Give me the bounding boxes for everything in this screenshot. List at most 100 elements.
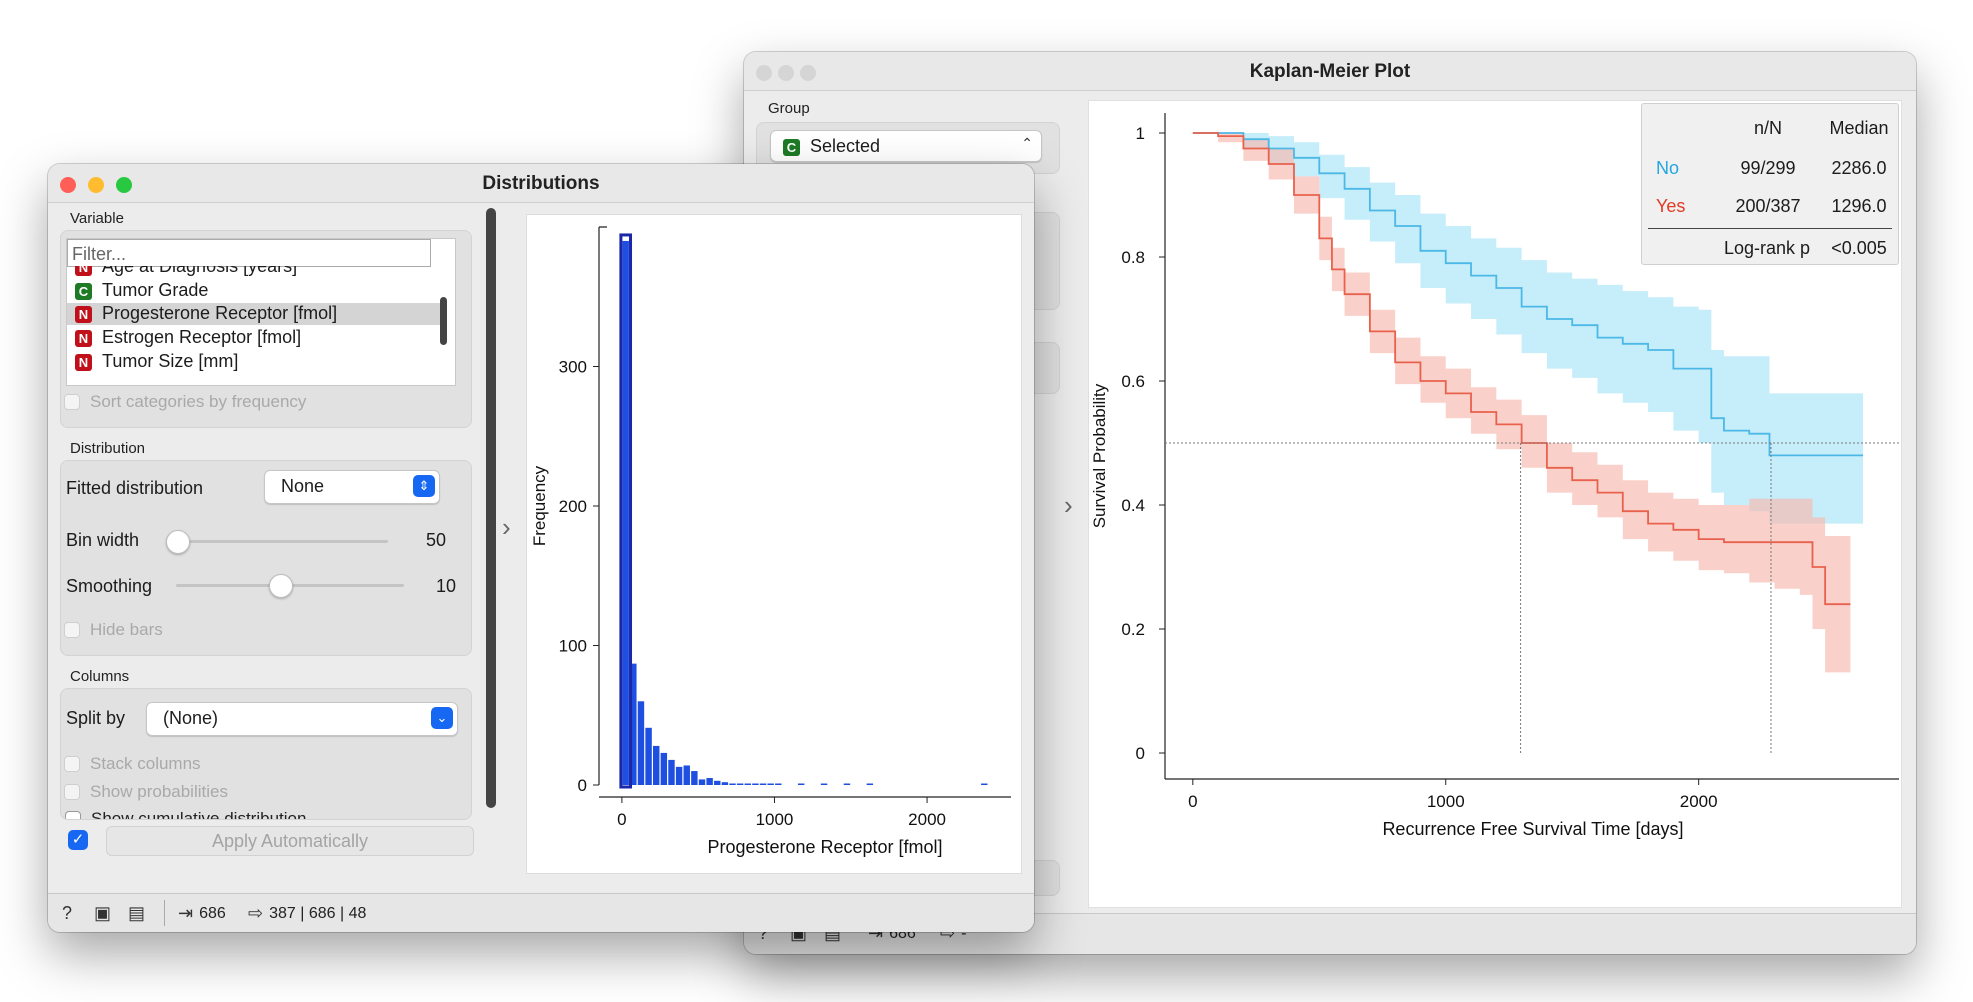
distributions-window: Distributions Variable Filter... N Age at… [48,164,1034,932]
list-item[interactable]: N Tumor Size [mm] [67,351,455,373]
histogram-bar [729,783,736,785]
apply-auto-checkbox[interactable]: ✓ [68,830,88,850]
legend-header-median: Median [1829,118,1889,138]
x-tick-label: 2000 [908,810,946,829]
list-item[interactable]: N Age at Diagnosis [years] [67,266,455,278]
list-item-selected[interactable]: N Progesterone Receptor [fmol] [67,303,445,325]
minimize-button[interactable] [778,65,794,81]
fitted-distribution-label: Fitted distribution [66,478,204,498]
show-probabilities-checkbox[interactable]: Show probabilities [64,782,228,802]
histogram-bar [706,778,713,785]
smoothing-slider[interactable] [176,574,404,598]
statusbar-divider [164,900,165,926]
legend-group-no: No [1656,158,1680,178]
sort-categories-checkbox[interactable]: Sort categories by frequency [64,392,306,412]
slider-thumb[interactable] [268,574,293,598]
numeric-icon: N [75,353,92,371]
confidence-band-yes [1192,133,1851,679]
legend-group-yes: Yes [1656,196,1686,216]
survival-curve-no [1192,132,1864,457]
categorical-icon: C [75,282,92,300]
input-summary[interactable]: ⇥ 686 [178,903,226,924]
help-icon[interactable]: ? [758,923,769,943]
x-axis-title: Recurrence Free Survival Time [days] [1382,819,1683,839]
histogram-bar [691,771,698,785]
km-chart: 0 0.2 0.4 0.6 0.8 1 0 1000 2000 Recurrence Free S… [1090,113,1899,839]
filter-input[interactable]: Filter... [67,239,431,267]
categorical-icon: C [783,138,800,156]
selected-bin-outline [619,233,633,789]
dist-titlebar[interactable]: Distributions [48,164,1034,203]
minimize-button[interactable] [88,177,104,193]
histogram-bar [653,745,660,785]
histogram-bar [660,752,668,785]
y-tick-label: 0 [1136,744,1145,763]
distribution-section-label: Distribution [70,440,146,457]
survival-curve-yes [1192,132,1851,606]
histogram-bar [683,765,690,785]
y-tick-label: 0.8 [1121,248,1145,267]
histogram-bar [866,783,874,785]
legend-median-no: 2286.0 [1831,158,1887,178]
splitter-handle[interactable] [486,208,496,808]
group-combo[interactable]: C Selected ⌃ [770,130,1042,162]
histogram-bar [767,783,774,785]
dist-statusbar: ? ▣ ▤ ⇥ 686 ⇨ 387 | 686 | 48 [48,893,1034,932]
output-arrow-icon: ⇨ [248,903,264,923]
slider-track [166,540,388,543]
save-icon[interactable]: ▣ [94,903,112,923]
close-button[interactable] [60,177,76,193]
histogram-bar [759,783,767,785]
bin-width-label: Bin width [66,530,140,550]
report-icon[interactable]: ▤ [128,903,146,923]
histogram-bar [820,783,828,785]
columns-section-label: Columns [70,668,130,685]
output-counts: 387 | 686 | 48 [269,904,367,922]
bin-width-slider[interactable] [166,530,388,554]
hide-bars-checkbox[interactable]: Hide bars [64,620,163,640]
logrank-value: <0.005 [1831,238,1887,258]
list-item[interactable]: C Tumor Grade [67,280,455,302]
fitted-distribution-combo[interactable]: None ⇕ [264,470,440,504]
histogram-bar [981,783,988,785]
input-arrow-icon: ⇥ [178,903,194,923]
y-tick-label: 300 [559,358,587,377]
histogram-bar [797,783,805,785]
filter-placeholder: Filter... [72,244,127,264]
split-by-combo[interactable]: (None) ⌄ [146,702,458,736]
logrank-label: Log-rank p [1723,238,1811,258]
panel-toggle-chevron-icon[interactable]: › [502,512,511,542]
y-tick-label: 1 [1136,124,1145,143]
stack-columns-checkbox[interactable]: Stack columns [64,754,201,774]
apply-automatically-button[interactable]: Apply Automatically [106,826,474,856]
close-button[interactable] [756,65,772,81]
histogram-bar [775,783,782,785]
variable-list[interactable]: Filter... N Age at Diagnosis [years] C Tum… [66,238,456,386]
help-icon[interactable]: ? [62,903,73,923]
output-summary[interactable]: ⇨ 387 | 686 | 48 [248,903,366,924]
km-titlebar[interactable]: Kaplan-Meier Plot [744,52,1916,91]
updown-chevron-icon: ⇕ [413,475,435,497]
histogram-chart: 0 100 200 300 0 1000 2000 Progesterone Receptor… [530,226,1011,857]
y-tick-label: 0 [578,776,587,795]
input-count: 686 [199,904,226,922]
zoom-button[interactable] [116,177,132,193]
histogram-bar [698,779,706,785]
slider-thumb[interactable] [166,530,190,554]
window-title: Distributions [482,173,600,194]
list-item[interactable]: N Estrogen Receptor [fmol] [67,327,455,349]
show-cumulative-checkbox[interactable]: Show cumulative distribution [65,809,306,819]
x-tick-label: 1000 [1427,792,1465,811]
y-tick-label: 0.2 [1121,620,1145,639]
panel-toggle-chevron-icon[interactable]: › [1064,490,1073,520]
numeric-icon: N [75,305,92,323]
zoom-button[interactable] [800,65,816,81]
group-section-label: Group [768,100,810,117]
histogram-bar [721,782,729,785]
x-tick-label: 1000 [756,810,794,829]
list-scrollbar[interactable] [440,297,447,345]
histogram-area: 0 100 200 300 0 1000 2000 Progesterone Receptor… [526,214,1022,874]
histogram-bar [622,240,629,785]
y-tick-label: 0.6 [1121,372,1145,391]
histogram-bar [752,783,759,785]
